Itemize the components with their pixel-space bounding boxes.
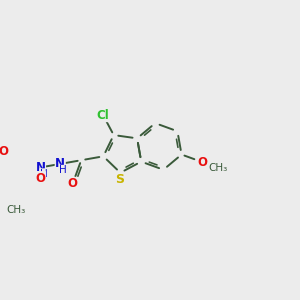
Text: N: N (55, 158, 65, 170)
Text: Cl: Cl (97, 109, 110, 122)
Text: N: N (35, 161, 46, 174)
Text: O: O (0, 145, 8, 158)
Text: O: O (198, 156, 208, 169)
Text: H: H (59, 165, 67, 175)
Text: CH₃: CH₃ (208, 163, 227, 173)
Text: CH₃: CH₃ (6, 206, 25, 215)
Text: O: O (35, 172, 46, 185)
Text: O: O (68, 177, 78, 190)
Text: H: H (40, 169, 47, 179)
Text: S: S (115, 173, 124, 186)
